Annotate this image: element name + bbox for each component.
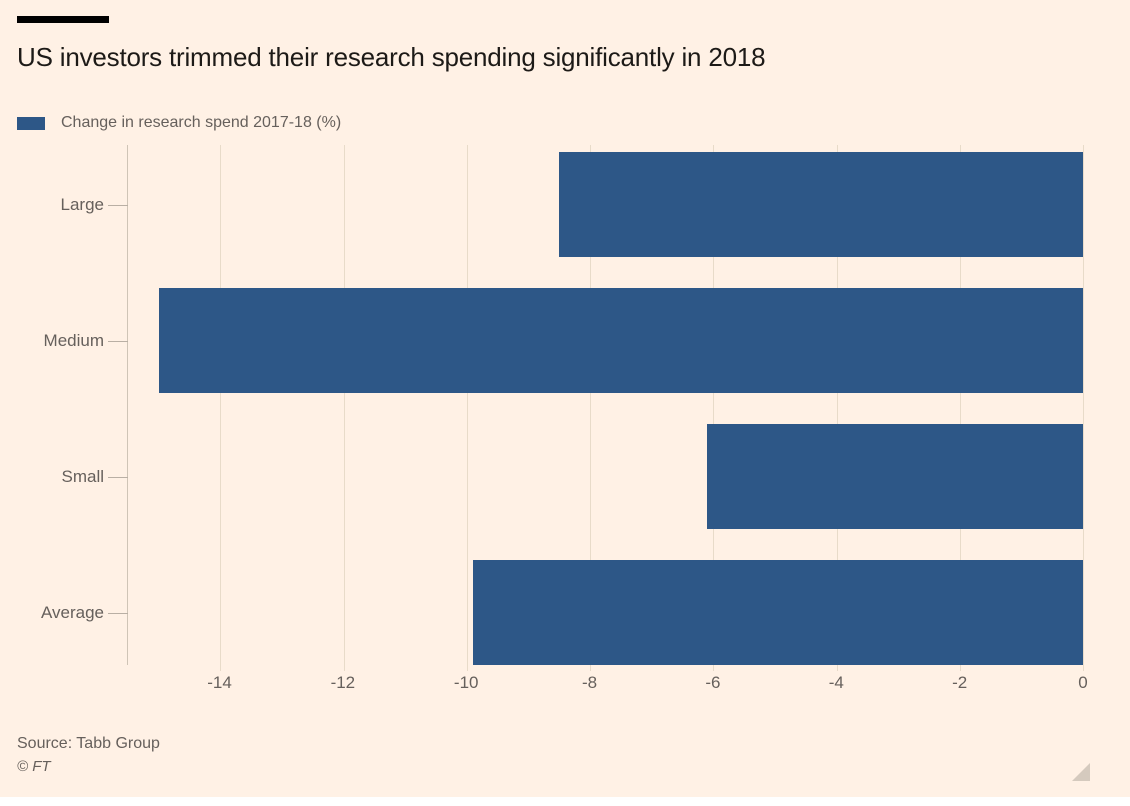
gridline--4: [836, 145, 838, 671]
resize-handle-icon[interactable]: [1072, 763, 1090, 781]
gridline-0: [1083, 145, 1084, 671]
gridline--10: [466, 145, 468, 671]
y-tick-average: [108, 612, 128, 614]
y-axis-label-small: Small: [61, 466, 104, 486]
bar-medium: [158, 288, 1083, 393]
gridline--8: [590, 145, 592, 671]
y-tick-large: [108, 204, 128, 206]
y-tick-medium: [108, 340, 128, 342]
y-axis-label-medium: Medium: [43, 330, 104, 350]
source-text: Source: Tabb Group: [17, 735, 160, 752]
y-tick-small: [108, 476, 128, 478]
gridline--12: [343, 145, 345, 671]
legend-swatch-icon: [17, 116, 45, 130]
chart-title: US investors trimmed their research spen…: [17, 42, 766, 72]
legend-label: Change in research spend 2017-18 (%): [61, 114, 342, 131]
gridline--2: [959, 145, 961, 671]
x-tick-label--2: -2: [952, 673, 968, 692]
gridline--6: [713, 145, 715, 671]
ft-top-rule: [17, 16, 109, 23]
x-tick-label--12: -12: [330, 673, 356, 692]
x-tick-label--10: -10: [453, 673, 479, 692]
x-tick-label--4: -4: [828, 673, 844, 692]
y-axis-labels: Large Medium Small Average: [0, 145, 110, 665]
x-tick-label--14: -14: [207, 673, 232, 692]
y-axis-label-large: Large: [60, 194, 104, 214]
footer: Source: Tabb Group © FT: [17, 735, 160, 775]
bar-average: [473, 560, 1083, 665]
x-axis-labels: -14 -12 -10 -8 -6 -4 -2 0: [127, 673, 1088, 697]
gridline--14: [220, 145, 222, 671]
x-tick-label--6: -6: [705, 673, 721, 692]
bar-small: [707, 424, 1083, 529]
x-tick-label--8: -8: [582, 673, 598, 692]
x-tick-label-0: 0: [1078, 673, 1088, 692]
plot-area: [108, 145, 1084, 671]
y-axis-label-average: Average: [40, 602, 104, 622]
bar-large: [559, 152, 1083, 257]
legend: Change in research spend 2017-18 (%): [17, 114, 341, 132]
ft-copyright: © FT: [17, 758, 51, 775]
